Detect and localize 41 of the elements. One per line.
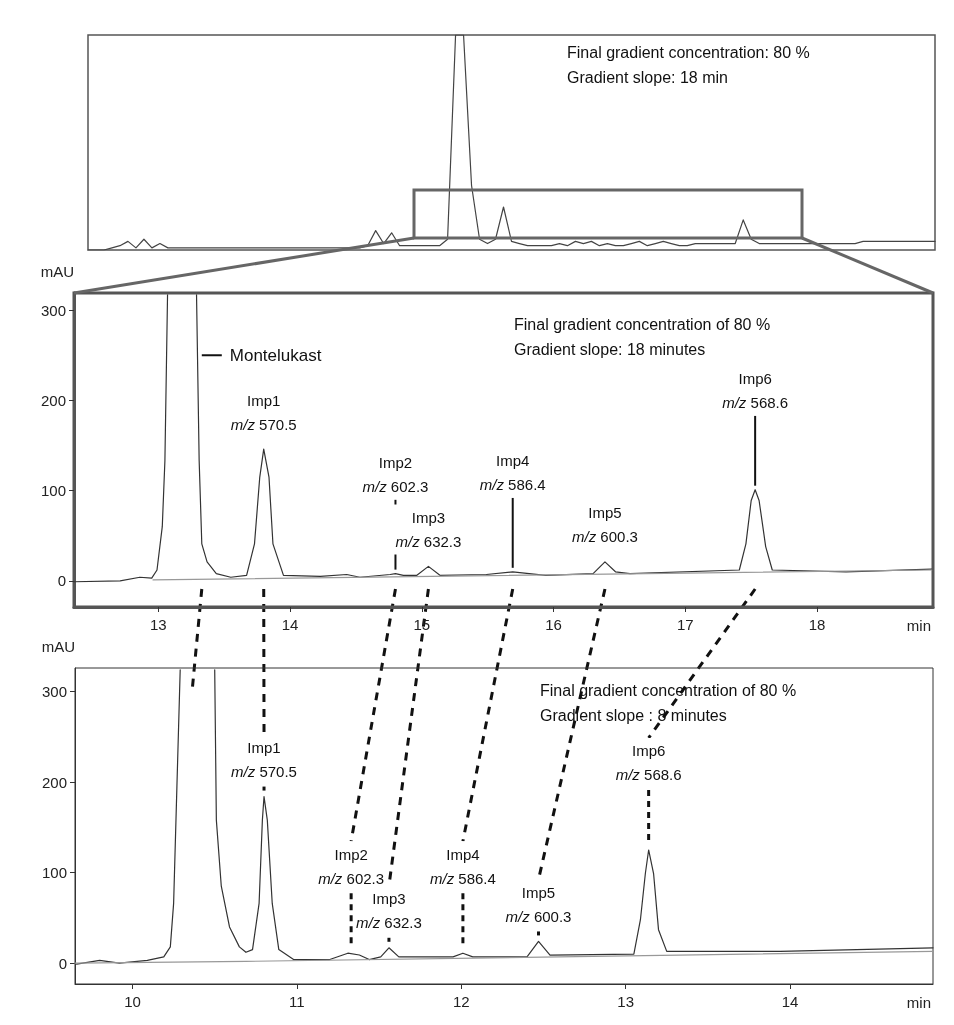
annotation: Final gradient concentration of 80 % xyxy=(540,682,797,699)
annotation: Imp5 m/z 600.3 xyxy=(505,883,572,925)
annotation: Final gradient concentration of 80 % xyxy=(514,316,771,333)
x-tick-label: 15 xyxy=(413,616,431,633)
x-tick-label: 18 xyxy=(808,616,826,633)
annotation: Imp4 m/z 586.4 xyxy=(429,845,496,887)
y-axis-title: mAU xyxy=(41,638,75,655)
x-axis-title: min xyxy=(906,617,931,634)
annotation: Gradient slope: 18 min xyxy=(567,69,728,86)
x-tick-label: 13 xyxy=(149,616,167,633)
y-tick-label: 300 xyxy=(40,301,66,319)
x-tick-label: 11 xyxy=(289,993,305,1010)
annotation: Imp2 m/z 602.3 xyxy=(362,454,429,496)
y-tick-label: 200 xyxy=(40,391,66,409)
annotation: Montelukast xyxy=(229,345,322,365)
annotation: Imp6 m/z 568.6 xyxy=(722,370,789,412)
y-tick-label: 200 xyxy=(41,773,67,791)
x-axis-title: min xyxy=(906,994,931,1011)
annotation: Imp4 m/z 586.4 xyxy=(479,452,546,494)
y-tick-label: 0 xyxy=(58,954,67,972)
x-tick-label: 13 xyxy=(617,993,634,1010)
annotation: Final gradient concentration: 80 % xyxy=(567,44,810,61)
y-tick-label: 300 xyxy=(41,683,67,701)
y-tick-label: 100 xyxy=(41,864,67,882)
x-tick-label: 17 xyxy=(676,616,694,633)
annotation: Imp3 m/z 632.3 xyxy=(356,890,422,932)
annotation: Imp3 m/z 632.3 xyxy=(395,508,462,550)
x-tick-label: 14 xyxy=(281,616,299,633)
y-tick-label: 0 xyxy=(57,572,66,590)
y-tick-label: 100 xyxy=(40,482,66,500)
x-tick-label: 10 xyxy=(124,993,141,1010)
annotation: Imp1 m/z 570.5 xyxy=(231,739,297,781)
x-tick-label: 14 xyxy=(781,993,799,1010)
annotation: Imp2 m/z 602.3 xyxy=(318,845,385,887)
annotation: Imp6 m/z 568.6 xyxy=(615,742,682,784)
annotation: Imp1 m/z 570.5 xyxy=(230,391,297,433)
annotation: Imp5 m/z 600.3 xyxy=(572,504,638,546)
x-tick-label: 16 xyxy=(545,616,562,633)
y-axis-title: mAU xyxy=(40,263,74,280)
annotation: Gradient slope: 18 minutes xyxy=(514,341,706,358)
x-tick-label: 12 xyxy=(452,993,470,1010)
